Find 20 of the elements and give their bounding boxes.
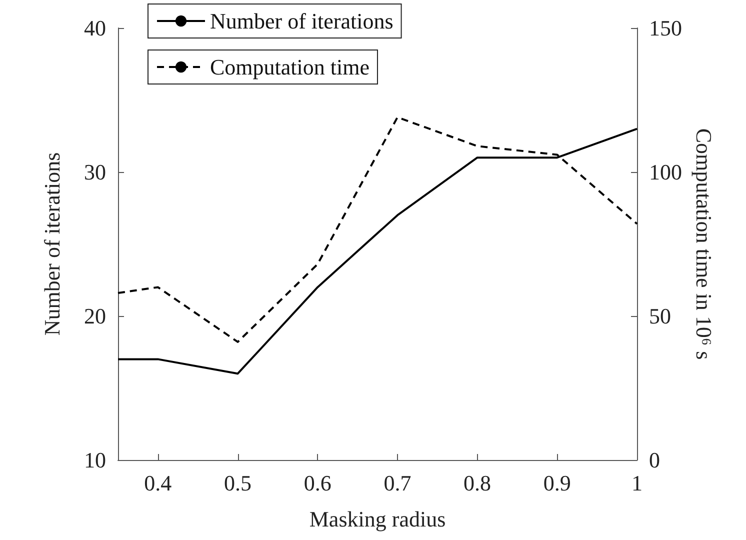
y2-tick-label: 150	[649, 16, 682, 40]
y-tick-label: 10	[84, 448, 106, 472]
y-tick-label: 30	[84, 160, 106, 184]
x-tick-label: 0.5	[224, 470, 252, 496]
y2-tick-label: 0	[649, 448, 660, 472]
legend-label: Computation time	[210, 54, 370, 80]
x-tick-label: 1	[632, 470, 642, 496]
legend-label: Number of iterations	[210, 8, 394, 34]
y2-tick-label: 100	[649, 160, 682, 184]
y2-tick-label: 50	[649, 304, 671, 328]
x-axis-title: Masking radius	[309, 506, 446, 532]
x-tick-label: 0.9	[543, 470, 571, 496]
y-tick-label: 20	[84, 304, 106, 328]
x-tick-label: 0.4	[144, 470, 172, 496]
x-tick-label: 0.7	[384, 470, 412, 496]
y-tick-label: 40	[84, 16, 106, 40]
y-axis-title: Number of iterations	[40, 152, 64, 336]
x-tick-label: 0.8	[464, 470, 492, 496]
x-tick-label: 0.6	[304, 470, 332, 496]
y2-axis-title: Computation time in 10⁶ s	[691, 128, 716, 360]
